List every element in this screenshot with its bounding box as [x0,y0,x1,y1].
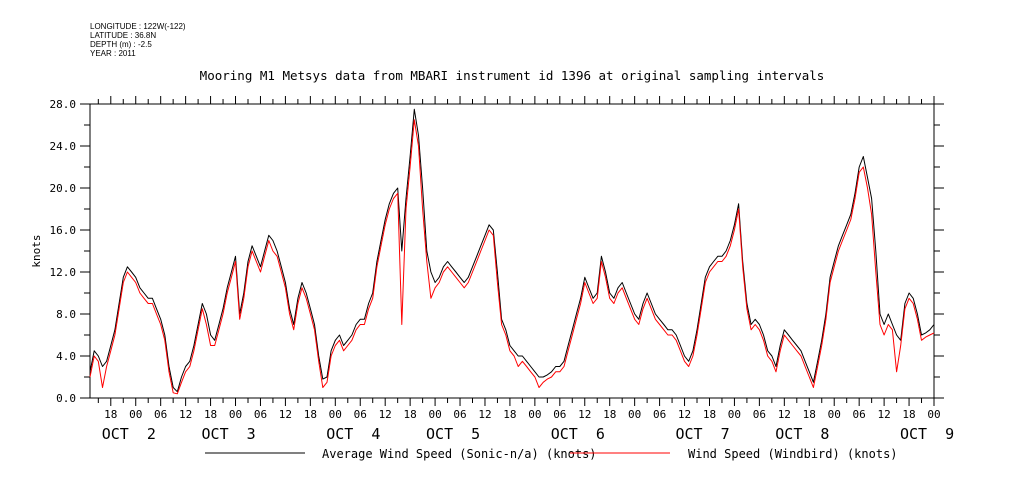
y-tick-label: 24.0 [50,140,77,153]
y-tick-label: 20.0 [50,182,77,195]
x-tick-label: 06 [453,408,466,421]
y-tick-label: 28.0 [50,98,77,111]
legend: Average Wind Speed (Sonic-n/a) (knots) W… [205,447,898,461]
x-tick-label: 06 [154,408,167,421]
x-tick-label: 12 [279,408,292,421]
y-tick-label: 16.0 [50,224,77,237]
legend-label-average-wind: Average Wind Speed (Sonic-n/a) (knots) [322,447,597,461]
x-tick-label: 18 [204,408,217,421]
x-tick-label: 00 [129,408,142,421]
x-tick-labels: 18 00 06 12 18 00 06 12 18 00 06 12 18 00 06 12 18 00 06 12… [104,408,940,421]
x-tick-label: 12 [179,408,192,421]
chart-title: Mooring M1 Metsys data from MBARI instru… [200,68,825,83]
day-label: OCT 5 [426,425,480,443]
metadata-block: LONGITUDE : 122W(-122) LATITUDE : 36.8N … [90,22,186,58]
x-tick-label: 06 [254,408,267,421]
day-label: OCT 6 [551,425,605,443]
x-tick-label: 06 [753,408,766,421]
x-tick-label: 18 [902,408,915,421]
x-tick-label: 12 [578,408,591,421]
latitude-label: LATITUDE : 36.8N [90,31,157,40]
legend-label-windbird: Wind Speed (Windbird) (knots) [688,447,898,461]
day-label: OCT 8 [775,425,829,443]
y-axis-label: knots [30,234,43,267]
series-line-average-wind-speed [89,108,935,393]
day-label: OCT 4 [326,425,380,443]
day-label: OCT 2 [102,425,156,443]
x-tick-label: 12 [379,408,392,421]
y-tick-labels: 0.0 4.0 8.0 12.0 16.0 20.0 24.0 28.0 [50,98,77,405]
x-tick-label: 12 [778,408,791,421]
x-tick-label: 06 [553,408,566,421]
longitude-label: LONGITUDE : 122W(-122) [90,22,186,31]
x-tick-label: 18 [503,408,516,421]
x-tick-label: 12 [877,408,890,421]
x-tick-label: 18 [404,408,417,421]
series-line-windbird-wind-speed [89,119,935,395]
x-tick-label: 00 [828,408,841,421]
year-label: YEAR : 2011 [90,49,136,58]
y-tick-label: 4.0 [56,350,76,363]
depth-label: DEPTH (m) : -2.5 [90,40,152,49]
x-tick-label: 18 [603,408,616,421]
day-labels: OCT 2 OCT 3 OCT 4 OCT 5 OCT 6 OCT 7 OCT 8 OCT 9 [102,425,954,443]
y-tick-label: 8.0 [56,308,76,321]
day-label: OCT 9 [900,425,954,443]
series-layer [89,108,935,395]
x-tick-label: 06 [853,408,866,421]
y-tick-label: 12.0 [50,266,77,279]
x-tick-label: 00 [329,408,342,421]
x-tick-label: 00 [229,408,242,421]
day-label: OCT 7 [675,425,729,443]
x-tick-label: 00 [428,408,441,421]
x-tick-label: 00 [728,408,741,421]
x-tick-label: 00 [927,408,940,421]
x-tick-label: 18 [104,408,117,421]
x-tick-label: 06 [354,408,367,421]
x-tick-label: 00 [528,408,541,421]
x-tick-label: 18 [803,408,816,421]
x-tick-label: 18 [304,408,317,421]
x-tick-label: 00 [628,408,641,421]
y-tick-label: 0.0 [56,392,76,405]
x-tick-label: 18 [703,408,716,421]
x-tick-label: 12 [478,408,491,421]
axis-ticks [80,96,944,406]
x-tick-label: 06 [653,408,666,421]
day-label: OCT 3 [202,425,256,443]
x-tick-label: 12 [678,408,691,421]
